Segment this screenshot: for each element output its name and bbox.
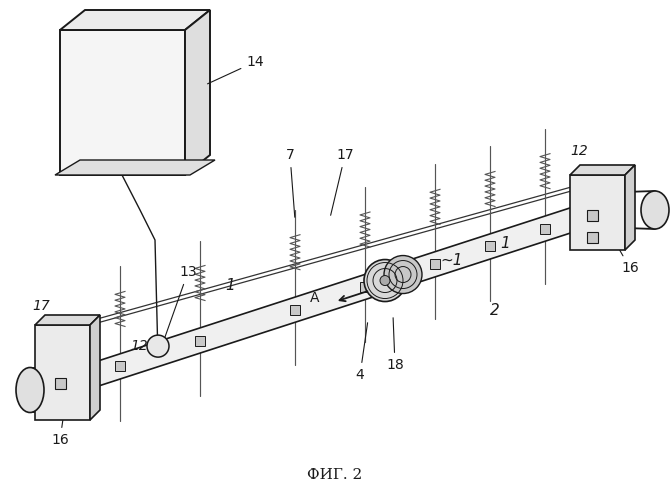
Text: A: A (310, 291, 319, 305)
Polygon shape (625, 165, 635, 250)
Bar (55, 378, 66, 389)
Text: 16: 16 (617, 244, 639, 275)
Bar (360, 282, 370, 292)
Ellipse shape (16, 368, 44, 412)
Bar (540, 224, 550, 234)
Polygon shape (90, 315, 100, 420)
Polygon shape (35, 325, 90, 420)
Text: 18: 18 (386, 318, 404, 372)
Polygon shape (55, 160, 215, 175)
Bar (195, 336, 205, 345)
Polygon shape (68, 194, 622, 394)
Bar (430, 260, 440, 270)
Text: 12: 12 (130, 339, 148, 353)
Ellipse shape (364, 260, 406, 302)
Polygon shape (60, 10, 210, 30)
Text: ~1: ~1 (440, 253, 462, 268)
Ellipse shape (641, 191, 669, 229)
Text: 1: 1 (225, 278, 235, 293)
Text: 4: 4 (356, 323, 368, 382)
Text: ФИГ. 2: ФИГ. 2 (307, 468, 362, 482)
Text: 14: 14 (207, 55, 264, 84)
Bar (485, 242, 495, 252)
Polygon shape (570, 165, 635, 175)
Polygon shape (60, 30, 185, 175)
Text: 7: 7 (286, 148, 295, 217)
Ellipse shape (147, 335, 169, 357)
Bar (290, 304, 300, 314)
Polygon shape (185, 10, 210, 175)
Text: 12: 12 (570, 144, 588, 158)
Text: 13: 13 (161, 265, 197, 348)
Bar (587, 232, 598, 243)
Text: 1: 1 (500, 236, 510, 251)
Polygon shape (35, 315, 100, 325)
Ellipse shape (380, 276, 390, 285)
Text: 16: 16 (51, 408, 69, 447)
Text: 17: 17 (32, 299, 50, 313)
Polygon shape (570, 175, 625, 250)
Ellipse shape (384, 256, 422, 294)
Bar (587, 210, 598, 221)
Text: 17: 17 (331, 148, 354, 216)
Bar (115, 362, 125, 372)
Text: 2: 2 (490, 303, 500, 318)
